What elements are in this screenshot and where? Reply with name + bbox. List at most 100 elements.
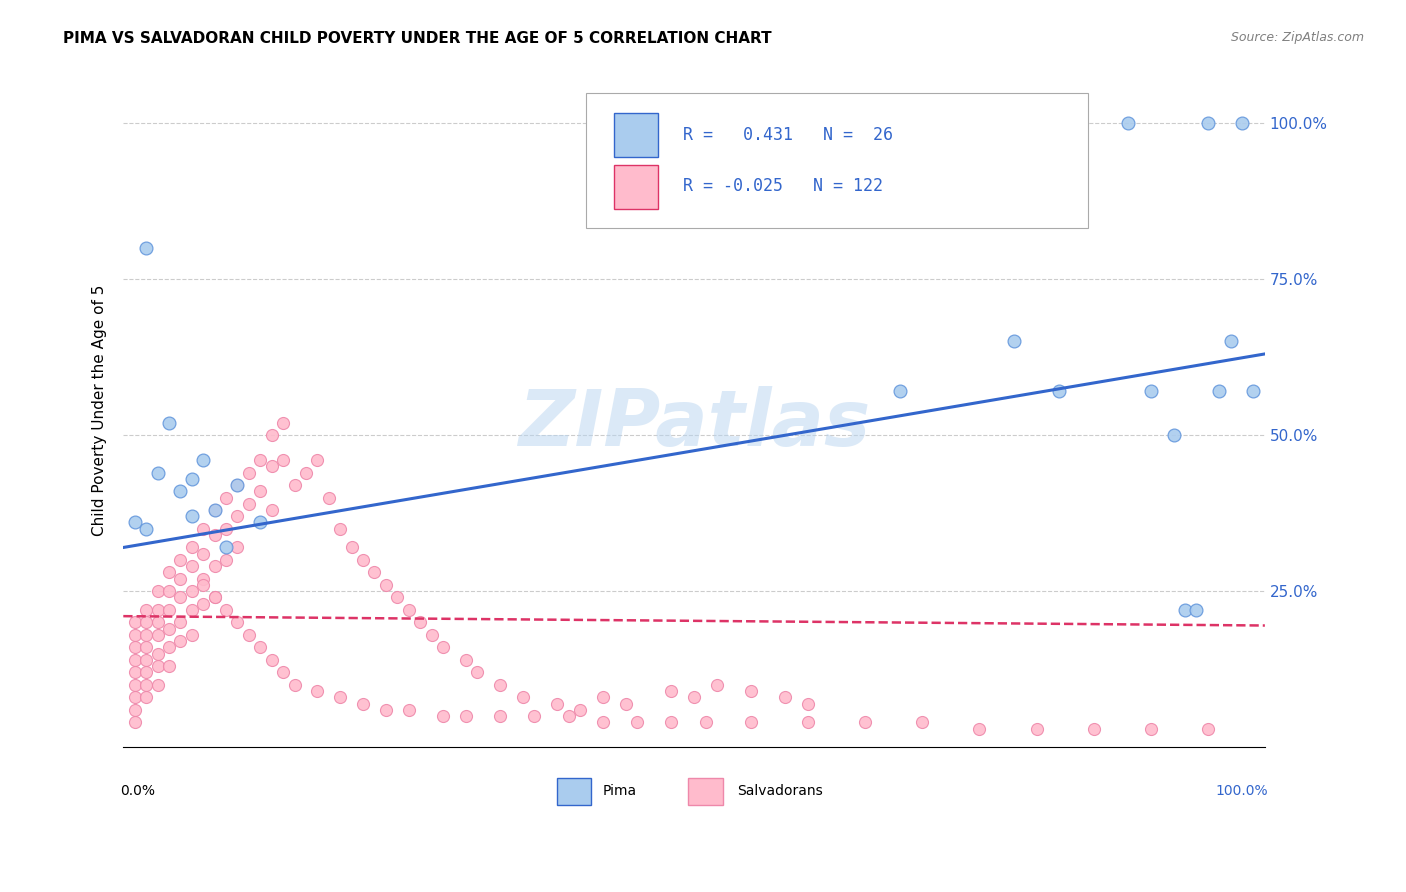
Point	[215, 603, 238, 617]
Point	[271, 416, 294, 430]
Point	[124, 690, 146, 705]
Point	[157, 566, 180, 580]
Point	[329, 690, 352, 705]
Point	[489, 678, 512, 692]
Point	[180, 628, 202, 642]
Point	[135, 678, 157, 692]
Point	[523, 709, 546, 723]
Point	[465, 665, 488, 680]
Text: ZIPatlas: ZIPatlas	[517, 385, 870, 461]
Point	[420, 628, 443, 642]
Point	[592, 690, 614, 705]
Point	[124, 678, 146, 692]
Point	[135, 615, 157, 630]
Point	[157, 416, 180, 430]
Point	[157, 659, 180, 673]
Y-axis label: Child Poverty Under the Age of 5: Child Poverty Under the Age of 5	[93, 285, 107, 536]
Point	[318, 491, 340, 505]
Point	[260, 503, 283, 517]
Point	[124, 628, 146, 642]
Point	[135, 640, 157, 655]
Point	[124, 653, 146, 667]
Point	[329, 522, 352, 536]
Point	[249, 640, 271, 655]
Point	[695, 715, 717, 730]
Point	[180, 584, 202, 599]
Point	[1243, 384, 1265, 399]
Point	[614, 697, 637, 711]
Point	[1139, 384, 1161, 399]
Point	[271, 665, 294, 680]
Point	[146, 678, 169, 692]
Point	[146, 466, 169, 480]
Point	[1197, 116, 1219, 130]
Point	[1197, 722, 1219, 736]
Point	[204, 559, 226, 574]
Point	[215, 491, 238, 505]
Point	[180, 509, 202, 524]
Point	[295, 466, 318, 480]
Point	[1116, 116, 1139, 130]
Point	[157, 603, 180, 617]
Point	[146, 584, 169, 599]
Point	[659, 715, 682, 730]
Point	[797, 697, 820, 711]
Point	[146, 647, 169, 661]
Point	[169, 634, 191, 648]
Point	[283, 478, 305, 492]
Point	[238, 628, 260, 642]
Point	[215, 553, 238, 567]
Point	[1025, 722, 1047, 736]
Point	[238, 497, 260, 511]
Point	[409, 615, 432, 630]
Point	[911, 715, 934, 730]
Point	[124, 665, 146, 680]
Point	[489, 709, 512, 723]
Point	[215, 522, 238, 536]
Point	[135, 665, 157, 680]
Point	[193, 597, 215, 611]
Point	[307, 453, 329, 467]
Text: 0.0%: 0.0%	[120, 784, 155, 798]
Point	[146, 628, 169, 642]
Point	[307, 684, 329, 698]
Point	[454, 653, 477, 667]
Point	[193, 453, 215, 467]
Point	[193, 547, 215, 561]
Point	[969, 722, 991, 736]
Point	[169, 615, 191, 630]
Point	[226, 478, 249, 492]
Text: Source: ZipAtlas.com: Source: ZipAtlas.com	[1230, 31, 1364, 45]
Point	[249, 516, 271, 530]
Point	[740, 715, 762, 730]
Point	[374, 703, 396, 717]
Point	[853, 715, 876, 730]
Point	[260, 459, 283, 474]
Point	[204, 503, 226, 517]
Point	[283, 678, 305, 692]
Point	[1230, 116, 1253, 130]
Point	[169, 591, 191, 605]
Point	[387, 591, 409, 605]
Point	[193, 578, 215, 592]
Point	[226, 541, 249, 555]
Point	[204, 528, 226, 542]
Point	[592, 715, 614, 730]
Point	[557, 709, 579, 723]
Point	[238, 466, 260, 480]
Point	[568, 703, 591, 717]
Point	[1208, 384, 1230, 399]
FancyBboxPatch shape	[614, 113, 658, 157]
Point	[352, 553, 374, 567]
Point	[204, 503, 226, 517]
FancyBboxPatch shape	[614, 165, 658, 210]
Point	[135, 241, 157, 255]
Point	[363, 566, 385, 580]
Point	[740, 684, 762, 698]
Text: 100.0%: 100.0%	[1216, 784, 1268, 798]
Point	[157, 584, 180, 599]
Point	[260, 428, 283, 442]
Point	[124, 640, 146, 655]
Point	[180, 603, 202, 617]
Point	[146, 615, 169, 630]
